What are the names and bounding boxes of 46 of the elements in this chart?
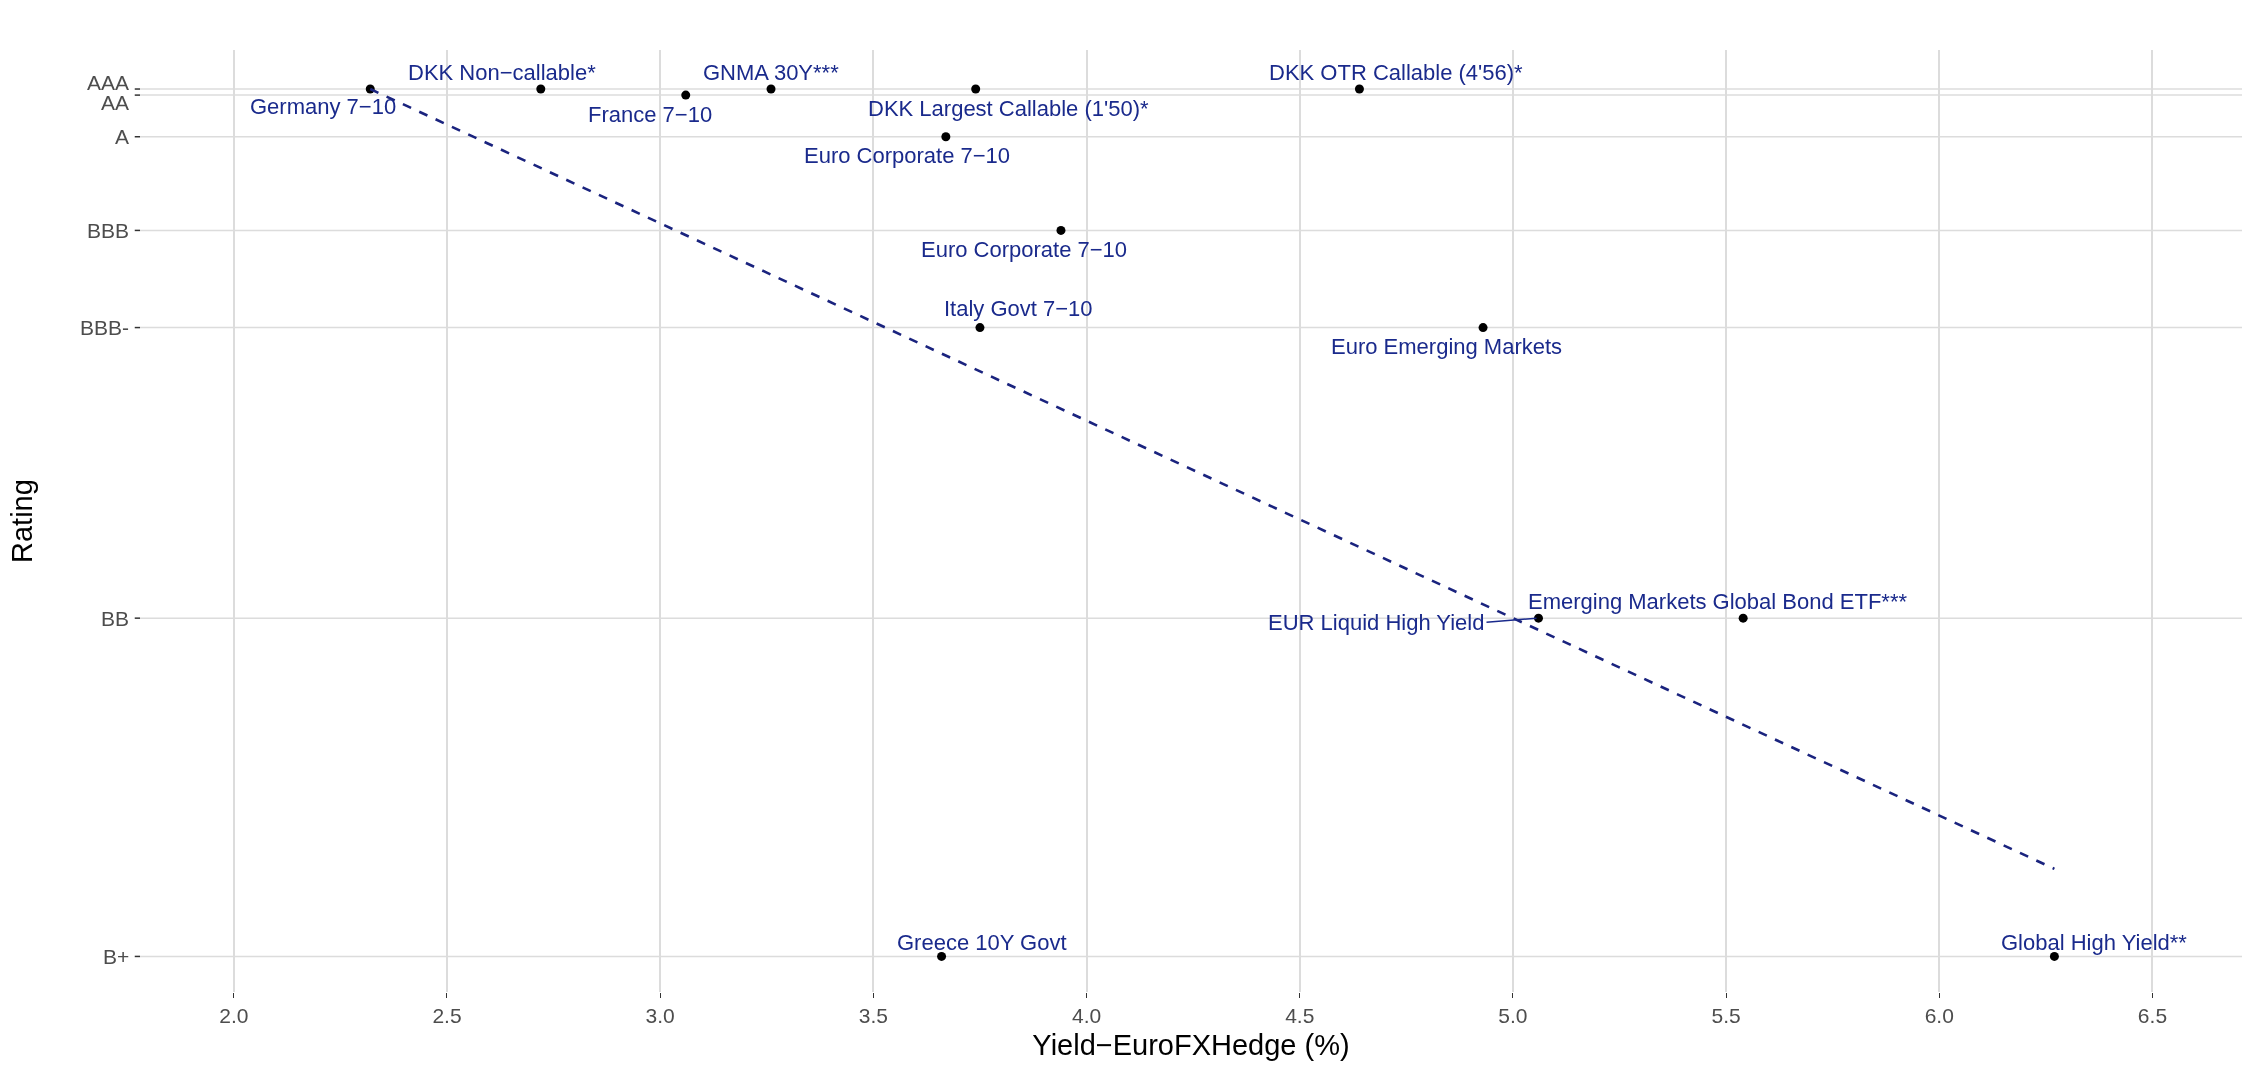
point: [536, 84, 546, 94]
annotation: DKK Largest Callable (1'50)*: [868, 96, 1149, 121]
x-tick-label: 6.5: [2137, 1004, 2168, 1028]
ref-line-label: B+: [103, 945, 130, 968]
annotation: Germany 7−10: [250, 94, 397, 119]
point: [766, 84, 776, 94]
annotation: DKK OTR Callable (4'56)*: [1269, 60, 1524, 85]
point: [971, 84, 981, 94]
annotation: Global High Yield**: [2001, 930, 2188, 955]
annotation: Italy Govt 7−10: [944, 296, 1093, 321]
x-tick-label: 2.0: [219, 1004, 249, 1028]
y-axis-title: Rating: [6, 479, 38, 563]
point: [681, 90, 691, 100]
x-tick-label: 5.5: [1711, 1004, 1741, 1028]
ref-line-label: AA: [101, 91, 130, 114]
x-tick-label: 3.5: [858, 1004, 888, 1028]
ref-line-label: BB: [101, 607, 130, 630]
point: [941, 132, 951, 142]
ref-line-label: AAA: [87, 71, 130, 94]
annotation: Euro Corporate 7−10: [921, 237, 1128, 262]
x-tick-label: 6.0: [1924, 1004, 1954, 1028]
x-tick-label: 2.5: [432, 1004, 462, 1028]
annotation: EUR Liquid High Yield: [1268, 610, 1485, 635]
point: [1738, 613, 1748, 623]
point: [1056, 225, 1066, 235]
x-tick-label: 5.0: [1498, 1004, 1528, 1028]
annotation: DKK Non−callable*: [408, 60, 597, 85]
annotation: France 7−10: [588, 102, 713, 127]
annotation: Euro Corporate 7−10: [804, 143, 1011, 168]
ref-line-label: BBB: [87, 219, 130, 242]
x-axis-title: Yield−EuroFXHedge (%): [1032, 1029, 1350, 1061]
x-tick-label: 4.5: [1285, 1004, 1315, 1028]
annotation: Emerging Markets Global Bond ETF***: [1528, 589, 1908, 614]
point: [2049, 951, 2059, 961]
x-tick-label: 3.0: [645, 1004, 675, 1028]
point: [1354, 84, 1364, 94]
point: [975, 323, 985, 333]
ref-line-label: A: [115, 125, 130, 148]
point: [937, 951, 947, 961]
annotation: Greece 10Y Govt: [897, 930, 1067, 955]
point: [1533, 613, 1543, 623]
annotation: GNMA 30Y***: [703, 60, 840, 85]
point: [1478, 323, 1488, 333]
ref-line-label: BBB-: [80, 316, 130, 339]
x-tick-label: 4.0: [1071, 1004, 1102, 1028]
annotation: Euro Emerging Markets: [1331, 334, 1563, 359]
